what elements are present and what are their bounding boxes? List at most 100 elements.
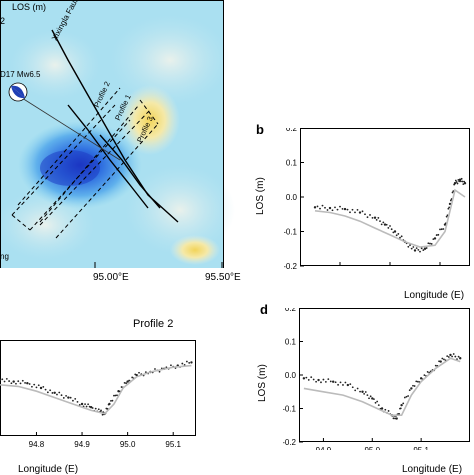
observed-point xyxy=(458,178,462,181)
observed-point xyxy=(442,228,445,230)
observed-point xyxy=(371,216,374,219)
observed-point xyxy=(420,247,423,250)
observed-point xyxy=(462,183,465,186)
observed-point xyxy=(42,385,45,388)
observed-point xyxy=(108,402,111,406)
observed-point xyxy=(334,381,337,384)
observed-point xyxy=(138,371,140,374)
y-tick-label: -0.1 xyxy=(284,228,298,237)
observed-point xyxy=(101,413,104,416)
insar-map-canvas xyxy=(0,0,235,269)
observed-point xyxy=(397,233,400,235)
observed-point xyxy=(17,380,20,383)
observed-point xyxy=(125,382,128,385)
observed-point xyxy=(364,213,366,216)
observed-point xyxy=(46,391,49,394)
observed-point xyxy=(374,401,377,404)
observed-point xyxy=(408,389,411,392)
insar-map: LOS (m) 2 D17 Mw6.5 Xixingla Fault Profi… xyxy=(0,0,238,269)
x-tick-label: 95.0 xyxy=(120,440,136,449)
profile-box-1 xyxy=(17,87,139,223)
observed-point xyxy=(21,379,24,382)
observed-point xyxy=(181,362,184,365)
observed-point xyxy=(459,357,462,360)
observed-point xyxy=(415,247,418,250)
observed-point xyxy=(463,182,467,185)
observed-point xyxy=(400,235,403,238)
observed-point xyxy=(317,378,320,382)
observed-point xyxy=(3,380,6,383)
y-tick-label: -0.2 xyxy=(283,438,297,447)
observed-point xyxy=(24,382,26,384)
observed-point xyxy=(339,205,341,208)
x-tick-label: 94.9 xyxy=(316,446,332,450)
observed-point xyxy=(415,380,418,383)
observed-point xyxy=(334,206,336,209)
plot-frame xyxy=(0,340,196,436)
observed-point xyxy=(375,218,378,221)
observed-point xyxy=(319,207,321,210)
observed-point xyxy=(126,380,129,383)
observed-point xyxy=(336,208,339,211)
colorbar-tick: 2 xyxy=(0,16,6,26)
observed-point xyxy=(342,384,344,386)
fault-trace xyxy=(67,104,149,209)
observed-point xyxy=(37,384,40,387)
observed-point xyxy=(361,390,364,393)
model-curve xyxy=(0,364,192,415)
observed-point xyxy=(12,380,15,383)
observed-point xyxy=(453,182,457,185)
observed-point xyxy=(313,206,317,209)
observed-point xyxy=(403,396,406,399)
observed-point xyxy=(392,231,395,234)
plot-frame xyxy=(300,128,470,266)
observed-point xyxy=(310,376,313,379)
observed-point xyxy=(448,202,452,206)
observed-point xyxy=(456,182,459,185)
observed-point xyxy=(349,383,352,386)
observed-point xyxy=(434,364,437,367)
observed-point xyxy=(395,234,398,237)
observed-point xyxy=(392,417,395,420)
observed-point xyxy=(385,223,388,226)
observed-point xyxy=(1,378,4,381)
observed-point xyxy=(316,205,319,208)
observed-point xyxy=(65,394,67,397)
observed-point xyxy=(33,383,36,386)
observed-point xyxy=(31,385,33,388)
observed-point xyxy=(461,180,464,183)
observed-point xyxy=(454,179,457,182)
observed-point xyxy=(449,199,452,202)
observed-point xyxy=(39,386,43,390)
observed-point xyxy=(315,380,317,383)
observed-point xyxy=(399,407,402,410)
observed-point xyxy=(430,243,433,245)
observed-point xyxy=(49,389,52,392)
observed-point xyxy=(356,387,359,390)
observed-point xyxy=(358,211,362,214)
observed-point xyxy=(332,380,335,383)
observed-point xyxy=(454,355,457,358)
observed-point xyxy=(383,223,387,226)
observed-point xyxy=(19,382,22,385)
observed-point xyxy=(364,391,367,393)
observed-point xyxy=(410,247,413,250)
observed-point xyxy=(185,360,188,363)
observed-point xyxy=(359,390,361,393)
observed-point xyxy=(426,370,429,373)
model-curve xyxy=(314,188,466,248)
observed-point xyxy=(416,380,419,383)
observed-point xyxy=(376,400,379,403)
y-tick-label: 0.1 xyxy=(285,338,297,347)
chart-b: 0.20.10.0-0.1-0.294.894.995.0 xyxy=(284,128,470,270)
observed-point xyxy=(170,364,172,367)
observed-point xyxy=(429,242,431,245)
observed-point xyxy=(114,394,117,397)
y-tick-label: 0.2 xyxy=(285,308,297,313)
observed-point xyxy=(0,378,2,382)
observed-point xyxy=(393,230,397,233)
observed-point xyxy=(448,206,451,209)
observed-point xyxy=(100,409,102,412)
observed-point xyxy=(72,399,74,402)
observed-point xyxy=(343,207,347,211)
